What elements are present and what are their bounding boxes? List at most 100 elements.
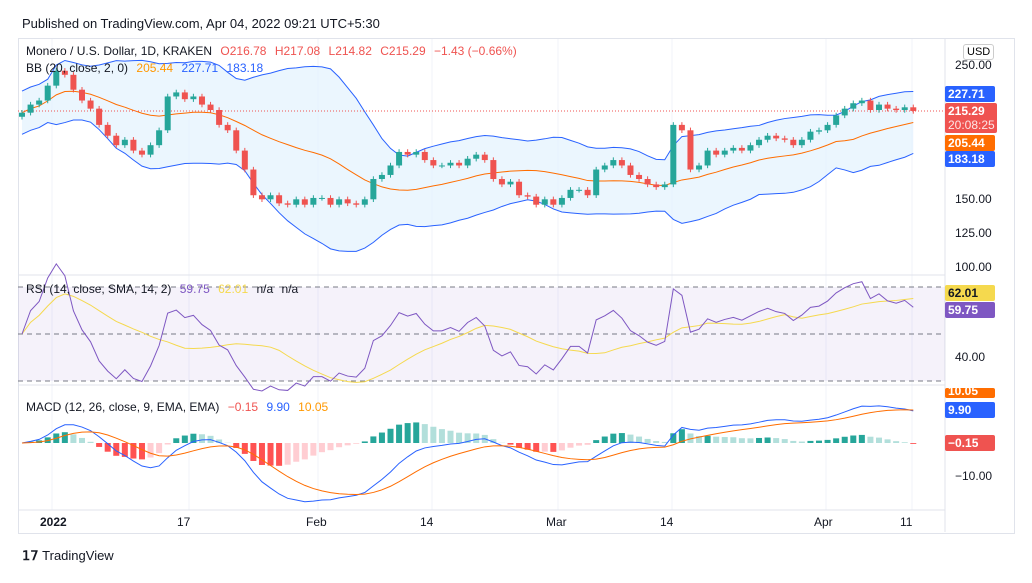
candle-body bbox=[524, 195, 531, 197]
bb-basis: 205.44 bbox=[136, 61, 174, 75]
macd-histogram-bar bbox=[173, 438, 180, 443]
time-tick: Apr bbox=[814, 515, 833, 529]
macd-histogram-bar bbox=[456, 432, 463, 443]
macd-histogram-bar bbox=[807, 440, 814, 443]
candle-body bbox=[841, 108, 848, 116]
candle-body bbox=[138, 150, 145, 155]
candle-body bbox=[627, 165, 634, 175]
time-tick: 14 bbox=[660, 515, 674, 529]
macd-histogram-bar bbox=[584, 443, 591, 445]
candle-body bbox=[430, 160, 437, 166]
candle-body bbox=[730, 147, 737, 151]
candle-body bbox=[353, 203, 360, 205]
candle-body bbox=[593, 169, 600, 196]
time-tick: 11 bbox=[900, 515, 913, 529]
macd-histogram-bar bbox=[361, 441, 368, 443]
rsi-label: RSI (14, close, SMA, 14, 2) bbox=[26, 282, 172, 296]
macd-histogram-bar bbox=[550, 443, 557, 452]
candle-body bbox=[96, 108, 103, 125]
candle-body bbox=[687, 130, 694, 170]
macd-value: 9.90 bbox=[266, 400, 290, 414]
macd-histogram-bar bbox=[627, 434, 634, 443]
candle-body bbox=[181, 92, 188, 100]
candle-body bbox=[267, 195, 274, 200]
candle-body bbox=[293, 199, 300, 205]
macd-histogram-bar bbox=[713, 436, 720, 443]
macd-legend[interactable]: MACD (12, 26, close, 9, EMA, EMA) −0.15 … bbox=[26, 400, 333, 414]
macd-histogram-bar bbox=[87, 441, 94, 443]
low-value: L214.82 bbox=[328, 44, 372, 58]
macd-histogram-bar bbox=[147, 443, 154, 458]
rsi-legend[interactable]: RSI (14, close, SMA, 14, 2) 59.75 62.01 … bbox=[26, 282, 303, 296]
macd-signal-line bbox=[21, 409, 914, 495]
rsi-na-1: n/a bbox=[256, 282, 274, 296]
candle-body bbox=[327, 197, 334, 205]
rsi-ma-line bbox=[21, 293, 914, 383]
macd-label: MACD (12, 26, close, 9, EMA, EMA) bbox=[26, 400, 220, 414]
bb-lower-line bbox=[21, 119, 914, 252]
macd-histogram-bar bbox=[327, 443, 334, 451]
macd-histogram-bar bbox=[850, 435, 857, 443]
macd-histogram-bar bbox=[284, 443, 291, 465]
macd-histogram-bar bbox=[490, 439, 497, 443]
candle-body bbox=[36, 100, 43, 105]
macd-histogram-bar bbox=[524, 443, 531, 450]
currency-button[interactable]: USD bbox=[963, 44, 995, 60]
macd-histogram-bar bbox=[130, 443, 137, 459]
macd-histogram-bar bbox=[764, 437, 771, 443]
published-caption: Published on TradingView.com, Apr 04, 20… bbox=[22, 16, 380, 31]
macd-histogram-bar bbox=[653, 440, 660, 443]
macd-histogram-bar bbox=[644, 438, 651, 443]
candle-body bbox=[147, 145, 154, 155]
candle-body bbox=[618, 160, 625, 166]
macd-histogram-bar bbox=[378, 432, 385, 443]
macd-histogram-bar bbox=[876, 437, 882, 443]
candle-body bbox=[738, 147, 745, 151]
candle-body bbox=[276, 195, 283, 204]
bb-fill bbox=[22, 60, 914, 252]
candle-body bbox=[901, 107, 908, 111]
macd-histogram-bar bbox=[301, 443, 308, 460]
macd-histogram-bar bbox=[250, 443, 257, 461]
candle-body bbox=[696, 165, 703, 170]
symbol-legend: Monero / U.S. Dollar, 1D, KRAKEN O216.78… bbox=[26, 44, 522, 58]
candle-body bbox=[233, 130, 240, 151]
candle-body bbox=[121, 139, 128, 146]
candle-body bbox=[404, 151, 411, 155]
macd-histogram-bar bbox=[78, 437, 85, 443]
macd-histogram-bar bbox=[404, 423, 411, 443]
candle-body bbox=[798, 139, 805, 146]
candle-body bbox=[241, 150, 248, 170]
macd-histogram-bar bbox=[156, 443, 163, 454]
logo-text: TradingView bbox=[42, 548, 114, 563]
macd-histogram-bar bbox=[190, 433, 197, 443]
macd-histogram-bar bbox=[533, 443, 540, 452]
macd-histogram-bar bbox=[593, 440, 600, 443]
bb-upper: 227.71 bbox=[181, 61, 219, 75]
macd-histogram-bar bbox=[687, 433, 694, 443]
candle-body bbox=[567, 189, 574, 198]
macd-histogram-bar bbox=[104, 443, 111, 452]
bb-legend[interactable]: BB (20, close, 2, 0) 205.44 227.71 183.1… bbox=[26, 61, 268, 75]
macd-histogram-bar bbox=[833, 438, 840, 443]
tradingview-logo[interactable]: 𝟣𝟩 TradingView bbox=[22, 548, 114, 564]
macd-histogram-bar bbox=[70, 434, 77, 443]
macd-histogram-bar bbox=[96, 443, 103, 447]
candle-body bbox=[87, 100, 94, 109]
candle-body bbox=[370, 179, 377, 200]
candle-body bbox=[884, 104, 891, 109]
macd-histogram-bar bbox=[293, 443, 300, 462]
time-tick: Feb bbox=[306, 515, 327, 529]
macd-histogram-bar bbox=[216, 439, 223, 443]
candle-body bbox=[61, 70, 68, 75]
macd-histogram-bar bbox=[267, 443, 274, 466]
chart-frame[interactable] bbox=[18, 38, 1015, 534]
candle-body bbox=[19, 112, 25, 117]
candle-body bbox=[833, 115, 840, 125]
candle-body bbox=[310, 197, 317, 205]
candle-body bbox=[756, 139, 763, 146]
macd-histogram-bar bbox=[867, 436, 874, 443]
candle-body bbox=[781, 138, 788, 140]
price-tick: 125.00 bbox=[955, 226, 992, 240]
